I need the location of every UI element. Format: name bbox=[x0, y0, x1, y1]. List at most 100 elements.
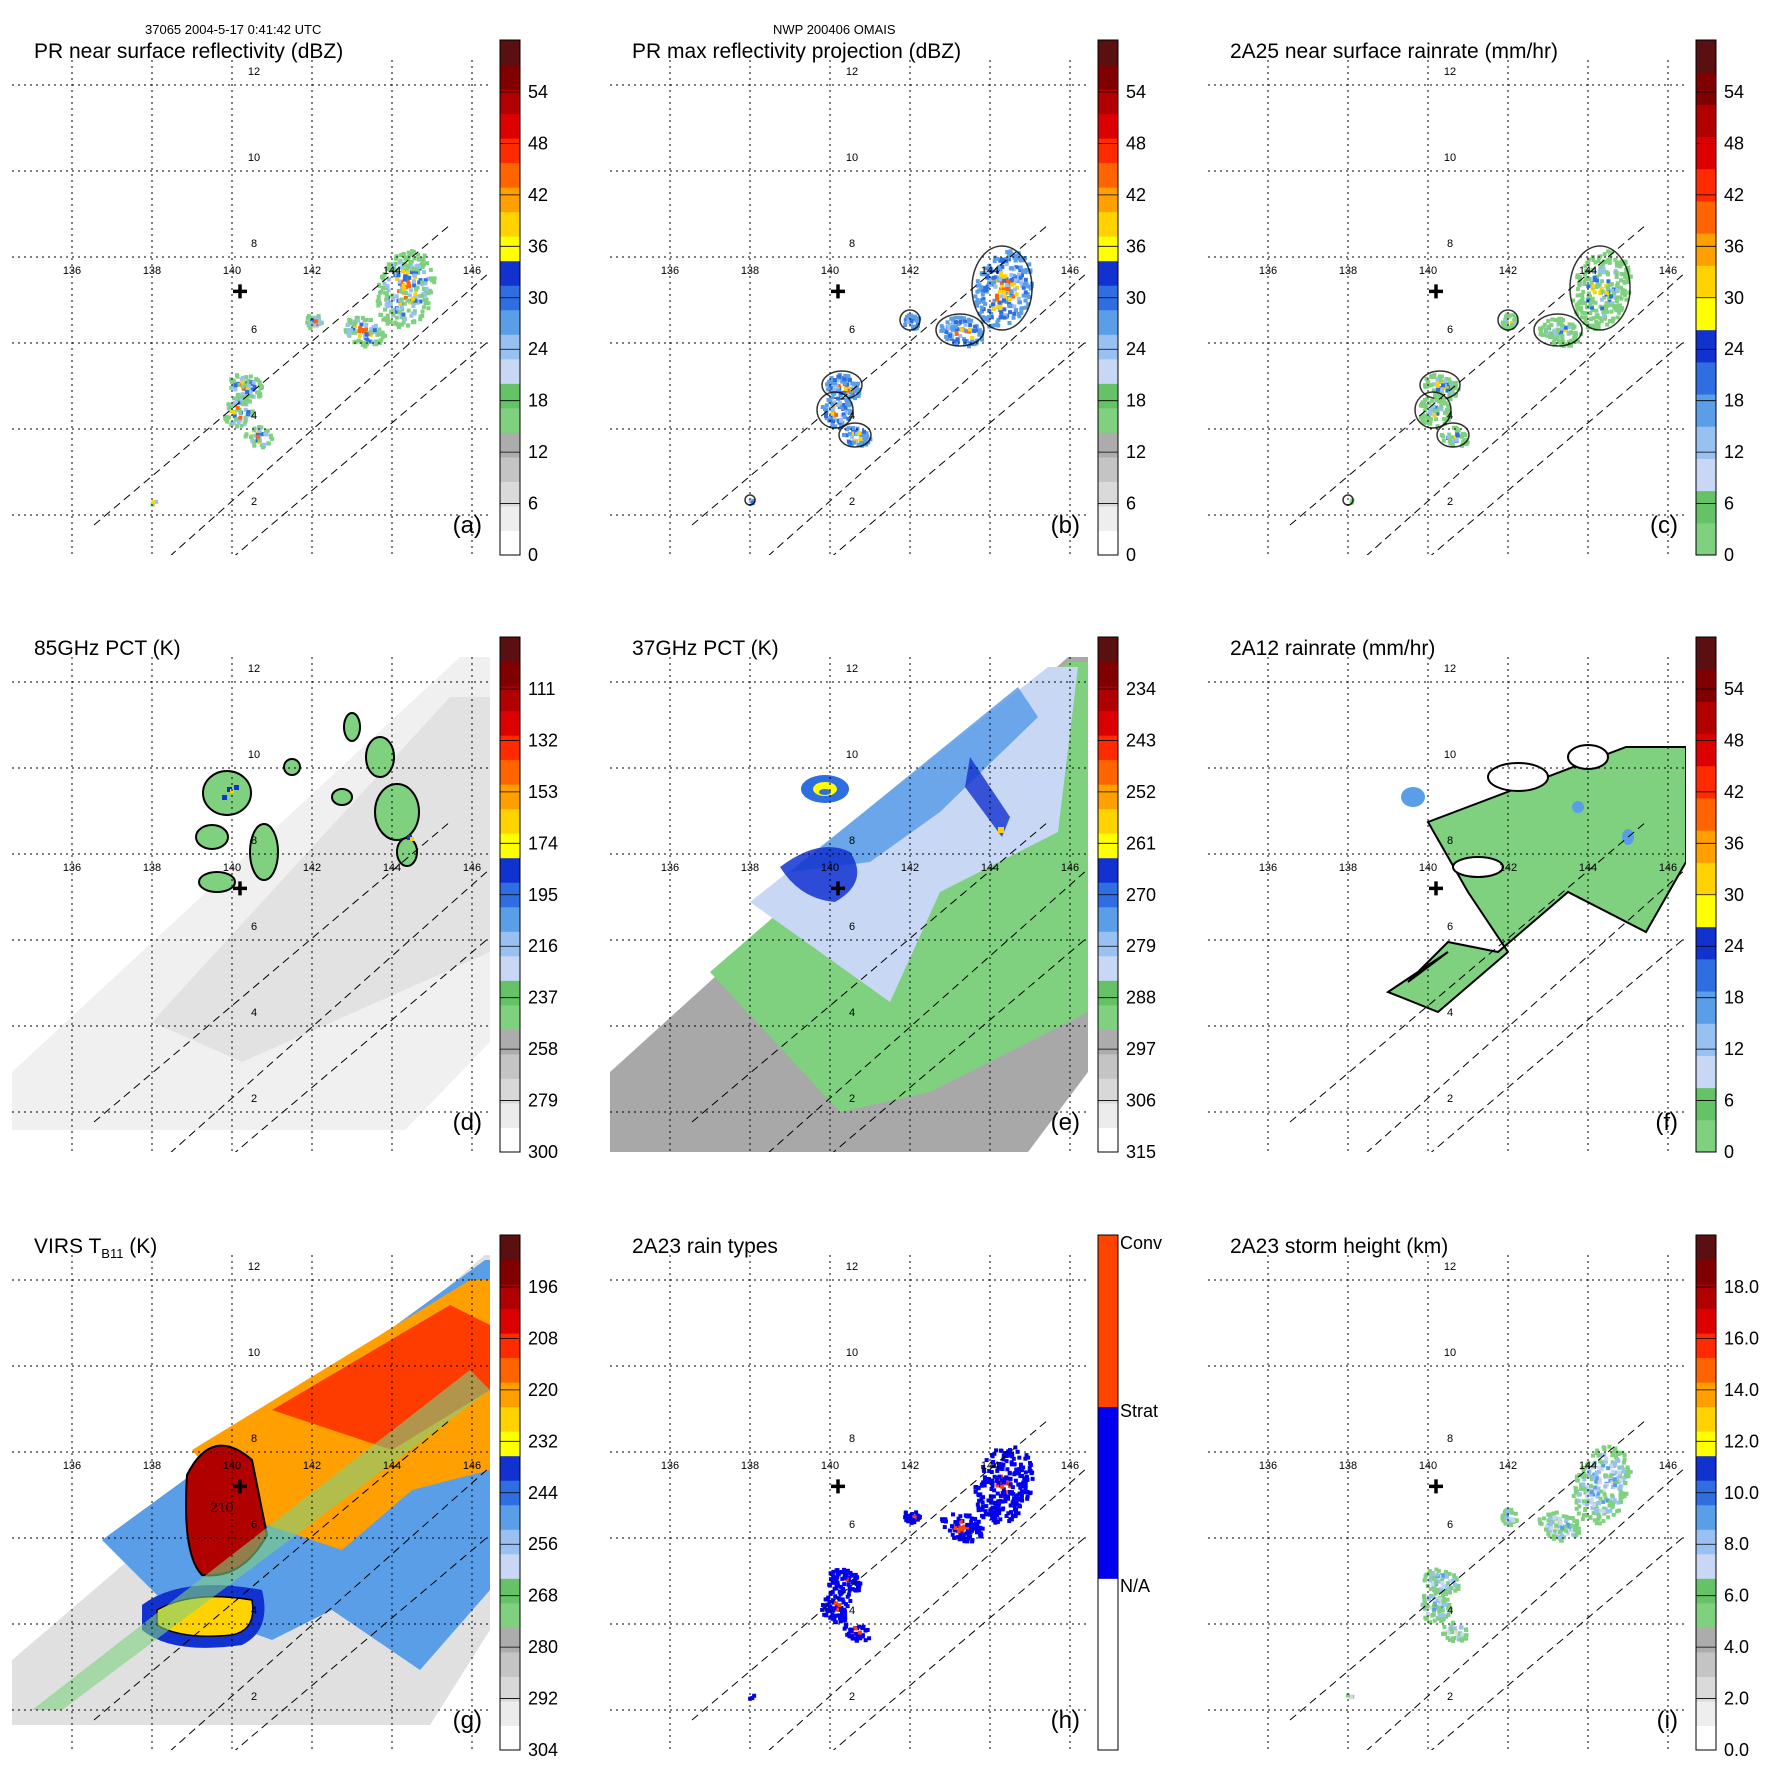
colorbar-segment bbox=[1696, 1259, 1716, 1285]
colorbar-label: 6 bbox=[1126, 494, 1136, 514]
colorbar-segment bbox=[1696, 329, 1716, 363]
colorbar-segment bbox=[1098, 1235, 1118, 1293]
lon-tick-label: 142 bbox=[901, 1460, 919, 1472]
lat-tick-label: 6 bbox=[1447, 1519, 1453, 1531]
colorbar-segment bbox=[1098, 1127, 1118, 1153]
panel-i-field bbox=[1289, 1419, 1686, 1750]
panel-c-title: 2A25 near surface rainrate (mm/hr) bbox=[1230, 40, 1558, 63]
colorbar-label: 18 bbox=[1724, 391, 1744, 411]
colorbar-segment bbox=[1696, 1627, 1716, 1653]
colorbar-segment bbox=[500, 1029, 520, 1055]
colorbar-label: 48 bbox=[528, 133, 548, 153]
swath-edge-line bbox=[768, 1466, 1088, 1750]
colorbar-segment bbox=[500, 857, 520, 883]
colorbar-segment bbox=[1098, 808, 1118, 834]
lon-tick-label: 136 bbox=[63, 862, 81, 874]
lon-tick-label: 140 bbox=[223, 862, 241, 874]
swath-edge-line bbox=[1430, 936, 1686, 1152]
colorbar-segment bbox=[1696, 72, 1716, 105]
lat-tick-label: 8 bbox=[1447, 1433, 1453, 1445]
colorbar-i: 18.0 16.0 14.0 12.0 10.0 8.0 6.0 4.0 2.0 0.0 bbox=[1695, 1234, 1759, 1760]
colorbar-segment bbox=[1696, 1023, 1716, 1056]
echo-cluster bbox=[748, 1693, 757, 1701]
echo-cluster bbox=[1441, 1620, 1469, 1643]
lat-tick-label: 12 bbox=[248, 66, 260, 78]
panel-e: 136 138 140 142 144 146 2 4 6 8 10 12 37GHz PCT (K) (… bbox=[610, 636, 1156, 1162]
colorbar-label: 12 bbox=[1126, 442, 1146, 462]
colorbar-label: 153 bbox=[528, 782, 558, 802]
panel-g-label: (g) bbox=[453, 1707, 482, 1734]
colorbar-segment bbox=[1696, 1553, 1716, 1579]
lon-tick-label: 136 bbox=[661, 862, 679, 874]
colorbar-label: 132 bbox=[528, 730, 558, 750]
colorbar-segment bbox=[1696, 104, 1716, 138]
colorbar-segment bbox=[500, 407, 520, 433]
colorbar-segment bbox=[1098, 481, 1118, 507]
lon-tick-label: 140 bbox=[1419, 265, 1437, 277]
colorbar-segment bbox=[1696, 637, 1716, 670]
storm-center-marker bbox=[831, 881, 845, 896]
colorbar-label: 24 bbox=[1724, 936, 1744, 956]
colorbar-label: 216 bbox=[528, 936, 558, 956]
colorbar-segment bbox=[500, 955, 520, 981]
colorbar-segment bbox=[500, 1284, 520, 1310]
colorbar-segment bbox=[500, 1102, 520, 1128]
colorbar-segment bbox=[500, 1357, 520, 1383]
echo-cluster bbox=[820, 1590, 853, 1625]
colorbar-segment bbox=[1098, 40, 1118, 66]
echo-cluster bbox=[1500, 1507, 1519, 1527]
colorbar-label: 24 bbox=[528, 339, 548, 359]
colorbar-segment bbox=[1098, 1406, 1118, 1465]
colorbar-label: 12.0 bbox=[1724, 1431, 1759, 1451]
lat-tick-label: 12 bbox=[846, 66, 858, 78]
colorbar-segment bbox=[500, 1431, 520, 1457]
lat-tick-label: 2 bbox=[1447, 1691, 1453, 1703]
colorbar-segment bbox=[1098, 162, 1118, 188]
lat-tick-label: 6 bbox=[251, 324, 257, 336]
colorbar-segment bbox=[1696, 1119, 1716, 1153]
lat-tick-label: 2 bbox=[251, 1093, 257, 1105]
panel-d: 136 138 140 142 144 146 2 4 6 8 10 12 85GHz PCT (K) (… bbox=[12, 636, 558, 1162]
colorbar-segment bbox=[500, 383, 520, 409]
rain-area bbox=[1385, 746, 1686, 1014]
lat-tick-label: 10 bbox=[248, 152, 260, 164]
panel-h-label: (h) bbox=[1051, 1707, 1080, 1734]
echo-cluster bbox=[899, 309, 922, 332]
colorbar-segment bbox=[1696, 797, 1716, 831]
title-subscript: B11 bbox=[101, 1246, 123, 1261]
colorbar-h: Conv Strat N/A bbox=[1097, 1233, 1162, 1751]
lat-tick-label: 10 bbox=[248, 1347, 260, 1359]
colorbar-label: 315 bbox=[1126, 1142, 1156, 1162]
colorbar-label: 195 bbox=[528, 885, 558, 905]
colorbar-segment bbox=[1696, 1725, 1716, 1751]
colorbar-label: 252 bbox=[1126, 782, 1156, 802]
colorbar-segment bbox=[1696, 991, 1716, 1024]
colorbar-segment bbox=[1696, 1504, 1716, 1530]
colorbar-label: 243 bbox=[1126, 730, 1156, 750]
lon-tick-label: 138 bbox=[741, 862, 759, 874]
lat-tick-label: 4 bbox=[251, 1605, 257, 1617]
colorbar-label: 18 bbox=[528, 391, 548, 411]
colorbar-label: 48 bbox=[1724, 133, 1744, 153]
lon-tick-label: 138 bbox=[741, 1460, 759, 1472]
lon-tick-label: 142 bbox=[901, 265, 919, 277]
colorbar-segment bbox=[1696, 1529, 1716, 1555]
lat-tick-label: 8 bbox=[849, 835, 855, 847]
panel-h: 136 138 140 142 144 146 2 4 6 8 10 12 2A23 rain type… bbox=[610, 1233, 1162, 1751]
swath-edge-line bbox=[1366, 271, 1686, 555]
lat-tick-label: 4 bbox=[1447, 410, 1453, 422]
colorbar-label: 6 bbox=[1724, 1091, 1734, 1111]
storm-center-marker bbox=[233, 881, 247, 896]
panel-e-label: (e) bbox=[1051, 1109, 1080, 1136]
panel-c-label: (c) bbox=[1650, 512, 1678, 539]
swath-edge-line bbox=[832, 339, 1088, 555]
colorbar-label: 42 bbox=[528, 185, 548, 205]
colorbar-d: 111 132 153 174 195 216 237 258 279 300 bbox=[499, 636, 558, 1162]
colorbar-segment bbox=[1696, 1333, 1716, 1359]
colorbar-label: 12 bbox=[528, 442, 548, 462]
colorbar-label: 24 bbox=[1724, 339, 1744, 359]
lon-tick-label: 138 bbox=[1339, 1460, 1357, 1472]
echo-cluster bbox=[1342, 494, 1355, 506]
colorbar-segment bbox=[500, 187, 520, 213]
lat-tick-label: 12 bbox=[846, 1261, 858, 1273]
